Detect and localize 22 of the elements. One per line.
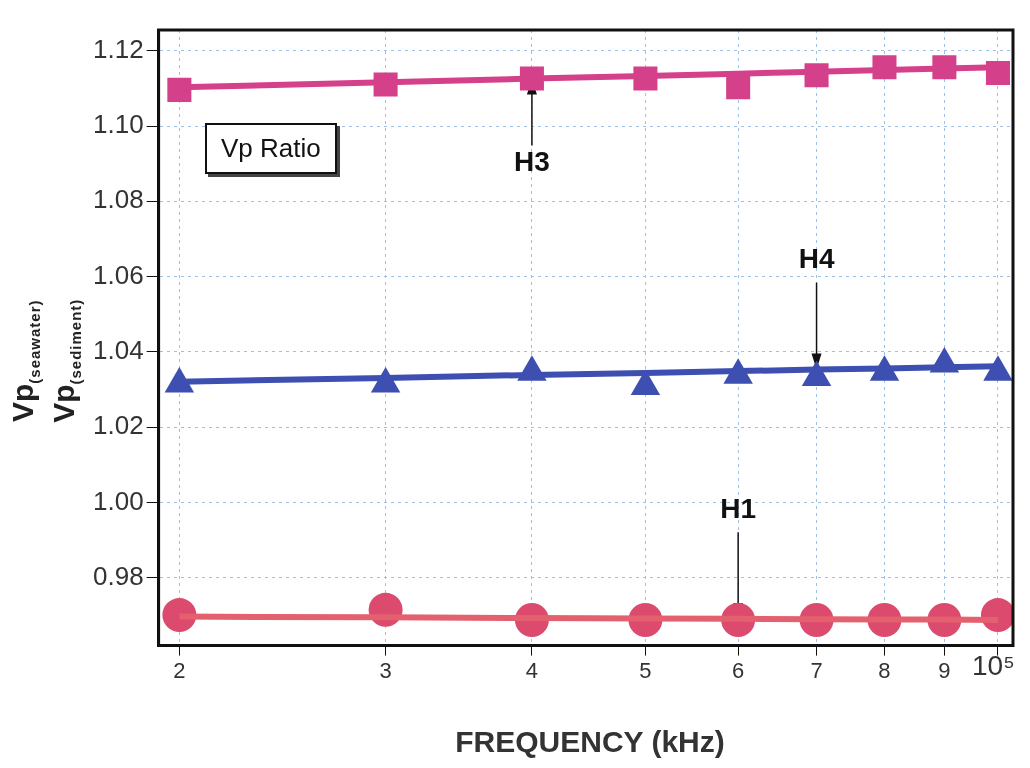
y-tick-label: 1.08 <box>92 184 144 215</box>
annotation: H4 <box>798 243 835 275</box>
text: 10⁵ <box>972 650 1015 682</box>
y-tick-label: 1.12 <box>92 33 144 64</box>
y-tick-label: 1.02 <box>92 410 144 441</box>
x-tick-label: 8 <box>878 657 891 683</box>
x-tick-label: 9 <box>938 657 951 683</box>
annotation: H3 <box>514 146 550 178</box>
x-axis-title: FREQUENCY (kHz) <box>454 725 726 759</box>
x-tick-label: 6 <box>732 657 745 683</box>
y-tick-label: 1.04 <box>92 335 144 366</box>
y-tick-label: 0.98 <box>92 561 144 591</box>
y-tick-label: 1.06 <box>92 259 144 290</box>
annotation: Vp Ratio <box>205 123 337 174</box>
x-tick-label: 7 <box>810 657 823 683</box>
y-tick-label: 1.10 <box>92 109 144 140</box>
x-tick-label: 5 <box>639 657 652 683</box>
x-tick-label: 2 <box>173 657 186 683</box>
x-tick-label: 3 <box>379 657 392 683</box>
x-tick-label: 4 <box>525 657 539 683</box>
y-tick-label: 1.00 <box>92 485 144 516</box>
annotation: H1 <box>720 492 757 524</box>
